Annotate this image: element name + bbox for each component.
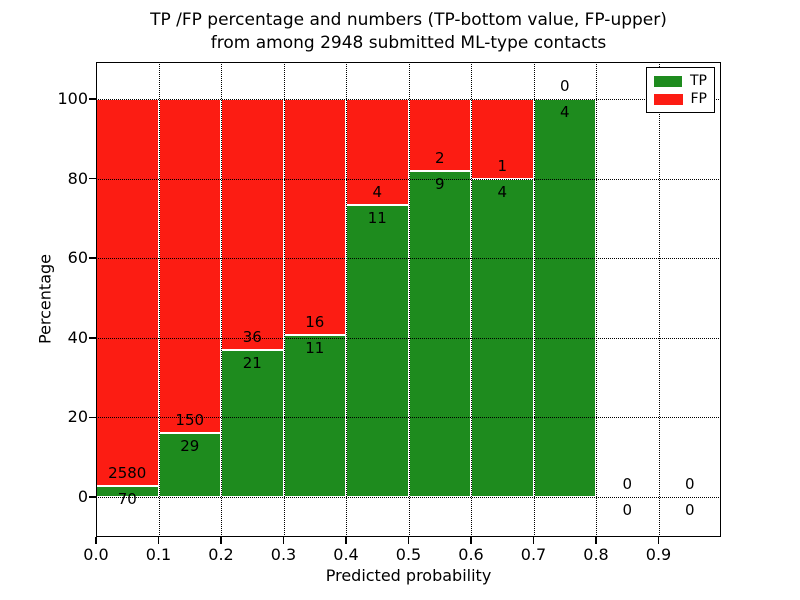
x-tick-label: 0.8	[583, 545, 609, 564]
chart-title-line2: from among 2948 submitted ML-type contac…	[210, 33, 607, 53]
tp-count-label: 0	[684, 501, 695, 519]
fp-count-label: 0	[622, 475, 633, 493]
x-tick-mark	[157, 537, 160, 544]
fp-count-label: 36	[242, 328, 262, 347]
chart-title-line1: TP /FP percentage and numbers (TP-bottom…	[150, 10, 667, 30]
y-tick-label: 60	[67, 248, 88, 268]
y-tick-mark	[89, 496, 96, 498]
plot-area	[96, 62, 721, 537]
x-tick-mark	[657, 537, 660, 544]
chart-title: TP /FP percentage and numbers (TP-bottom…	[96, 9, 721, 55]
fp-count-label: 16	[305, 312, 325, 331]
x-tick-mark	[220, 537, 222, 544]
bar-segment-tp	[533, 99, 596, 497]
y-tick-label: 40	[67, 327, 88, 347]
fp-count-label: 1	[497, 156, 508, 175]
legend-entry-fp: FP	[654, 92, 707, 106]
x-tick-mark	[532, 537, 535, 544]
fp-count-label: 2	[434, 149, 445, 168]
legend-swatch-tp	[654, 75, 682, 87]
y-tick-label: 0	[77, 487, 88, 506]
x-tick-mark	[95, 537, 97, 544]
y-tick-mark	[89, 416, 96, 419]
fp-count-label: 150	[175, 410, 205, 429]
bar-segment-fp	[96, 99, 159, 487]
gridline-vertical	[533, 62, 535, 537]
tp-count-label: 70	[117, 490, 137, 509]
x-tick-label: 0.1	[145, 545, 172, 564]
bar-segment-tp	[158, 432, 221, 497]
fp-count-label: 0	[559, 77, 570, 95]
x-tick-label: 0.4	[333, 545, 359, 564]
y-tick-mark	[89, 257, 96, 259]
y-tick-mark	[89, 98, 96, 100]
gridline-vertical	[346, 62, 347, 537]
bar-segment-fp	[221, 99, 284, 351]
x-tick-mark	[470, 537, 472, 544]
x-tick-label: 0.0	[83, 545, 109, 564]
gridline-vertical	[221, 62, 222, 537]
x-axis-label: Predicted probability	[325, 566, 492, 585]
legend-swatch-fp	[654, 93, 683, 105]
tp-count-label: 29	[180, 436, 200, 455]
y-tick-mark	[89, 337, 96, 339]
fp-count-label: 2580	[108, 464, 147, 483]
fp-count-label: 0	[684, 475, 695, 493]
x-tick-mark	[595, 537, 597, 544]
x-tick-mark	[282, 537, 285, 544]
bar-segment-tp	[408, 171, 471, 497]
tp-count-label: 21	[242, 354, 262, 373]
gridline-vertical	[408, 62, 410, 537]
x-tick-label: 0.3	[270, 545, 297, 564]
gridline-vertical	[471, 62, 472, 537]
tp-count-label: 4	[497, 182, 508, 201]
y-tick-label: 80	[67, 168, 88, 188]
y-tick-label: 100	[57, 89, 88, 108]
tp-count-label: 11	[305, 338, 325, 357]
bar-segment-tp	[346, 205, 409, 497]
gridline-vertical	[658, 62, 660, 537]
bar-segment-fp	[283, 99, 346, 335]
x-tick-label: 0.6	[458, 545, 484, 564]
x-tick-mark	[345, 537, 347, 544]
legend-label-fp: FP	[690, 91, 708, 107]
y-tick-label: 20	[67, 407, 88, 427]
gridline-vertical	[596, 62, 597, 537]
gridline-vertical	[158, 62, 160, 537]
x-tick-label: 0.5	[395, 545, 422, 564]
x-tick-label: 0.2	[208, 545, 234, 564]
x-tick-mark	[407, 537, 410, 544]
bar-segment-fp	[158, 99, 221, 433]
fp-count-label: 4	[372, 183, 383, 202]
tp-count-label: 0	[622, 501, 633, 519]
tp-count-label: 11	[367, 209, 387, 228]
legend-label-tp: TP	[690, 73, 707, 89]
x-tick-label: 0.9	[645, 545, 672, 564]
y-tick-mark	[89, 177, 96, 180]
bar-segment-tp	[221, 350, 284, 497]
legend: TP FP	[646, 67, 715, 113]
gridline-vertical	[283, 62, 285, 537]
tp-count-label: 9	[434, 175, 445, 194]
tp-count-label: 4	[559, 103, 570, 121]
bar-segment-tp	[283, 334, 346, 497]
legend-entry-tp: TP	[654, 74, 707, 88]
bar-segment-fp	[346, 99, 409, 206]
x-tick-label: 0.7	[520, 545, 547, 564]
